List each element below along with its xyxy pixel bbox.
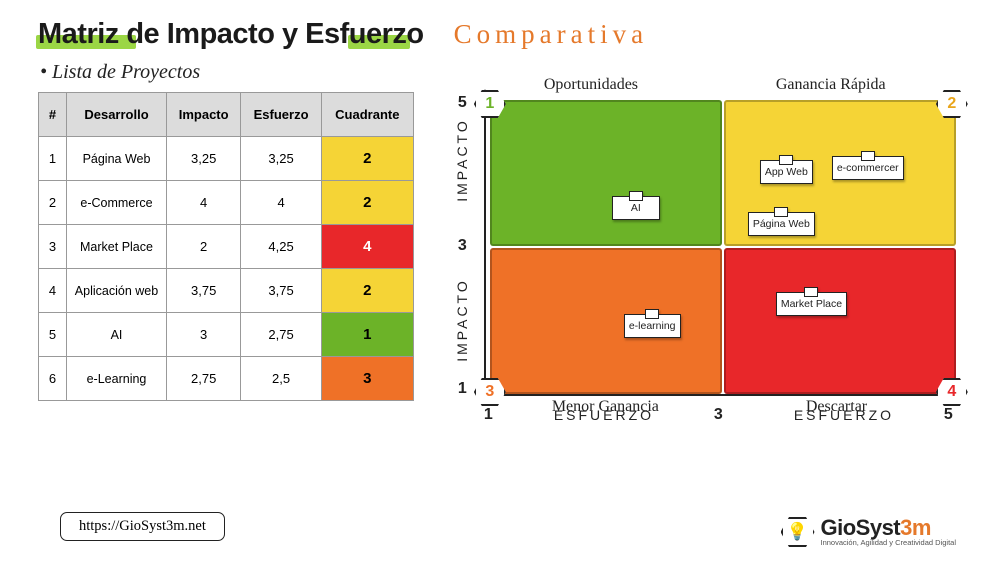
sticky-note: App Web	[760, 160, 813, 184]
quadrant-1	[490, 100, 722, 246]
y-axis-label-lower: IMPACTO	[454, 278, 470, 362]
col-2: Impacto	[167, 93, 241, 137]
cell-cuad: 1	[321, 313, 413, 357]
cell-esf: 2,75	[241, 313, 322, 357]
cell-esf: 3,25	[241, 137, 322, 181]
col-1: Desarrollo	[67, 93, 167, 137]
brand-logo: 💡 GioSyst3m Innovación, Agilidad y Creat…	[781, 517, 957, 547]
cell-esf: 2,5	[241, 357, 322, 401]
table-row: 5AI32,751	[39, 313, 414, 357]
sticky-note: e-commercer	[832, 156, 904, 180]
matrix-grid: 1Oportunidades2Ganancia Rápida3Menor Gan…	[484, 100, 954, 396]
sticky-note: AI	[612, 196, 660, 220]
cell-n: 2	[39, 181, 67, 225]
logo-pre: GioSyst	[821, 515, 901, 540]
cell-imp: 4	[167, 181, 241, 225]
x-axis-label-right: ESFUERZO	[794, 407, 894, 423]
col-0: #	[39, 93, 67, 137]
cell-imp: 3,25	[167, 137, 241, 181]
sticky-note: Página Web	[748, 212, 815, 236]
bulb-icon: 💡	[781, 517, 815, 547]
cell-imp: 2,75	[167, 357, 241, 401]
logo-accent: 3m	[900, 515, 931, 540]
cell-dev: Market Place	[67, 225, 167, 269]
cell-imp: 3,75	[167, 269, 241, 313]
table-row: 3Market Place24,254	[39, 225, 414, 269]
quadrant-4	[724, 248, 956, 394]
cell-cuad: 2	[321, 269, 413, 313]
table-row: 4Aplicación web3,753,752	[39, 269, 414, 313]
cell-n: 1	[39, 137, 67, 181]
x-tick: 1	[484, 406, 493, 424]
table-row: 1Página Web3,253,252	[39, 137, 414, 181]
table-row: 2e-Commerce442	[39, 181, 414, 225]
cell-n: 4	[39, 269, 67, 313]
x-axis: ESFUERZO ESFUERZO 1 3 5	[484, 402, 954, 432]
table-row: 6e-Learning2,752,53	[39, 357, 414, 401]
col-4: Cuadrante	[321, 93, 413, 137]
cell-dev: Aplicación web	[67, 269, 167, 313]
page-title: Matriz de Impacto y Esfuerzo	[38, 18, 424, 51]
logo-text: GioSyst3m Innovación, Agilidad y Creativ…	[821, 517, 957, 547]
subtitle-comparative: Comparativa	[454, 19, 648, 50]
logo-tagline: Innovación, Agilidad y Creatividad Digit…	[821, 539, 957, 547]
cell-esf: 4	[241, 181, 322, 225]
title-text: Matriz de Impacto y Esfuerzo	[38, 18, 424, 50]
cell-n: 3	[39, 225, 67, 269]
projects-table: #DesarrolloImpactoEsfuerzoCuadrante 1Pág…	[38, 92, 414, 401]
cell-cuad: 3	[321, 357, 413, 401]
sticky-note: Market Place	[776, 292, 847, 316]
url-box[interactable]: https://GioSyst3m.net	[60, 512, 225, 541]
y-tick: 5	[458, 94, 467, 112]
cell-cuad: 2	[321, 181, 413, 225]
cell-imp: 3	[167, 313, 241, 357]
cell-n: 6	[39, 357, 67, 401]
cell-dev: AI	[67, 313, 167, 357]
quadrant-label-2: Ganancia Rápida	[776, 76, 886, 94]
col-3: Esfuerzo	[241, 93, 322, 137]
cell-cuad: 2	[321, 137, 413, 181]
content: #DesarrolloImpactoEsfuerzoCuadrante 1Pág…	[0, 92, 998, 462]
cell-cuad: 4	[321, 225, 413, 269]
cell-imp: 2	[167, 225, 241, 269]
cell-n: 5	[39, 313, 67, 357]
cell-esf: 3,75	[241, 269, 322, 313]
x-tick: 5	[944, 406, 953, 424]
y-tick: 1	[458, 380, 467, 398]
header: Matriz de Impacto y Esfuerzo Comparativa	[0, 0, 998, 55]
cell-esf: 4,25	[241, 225, 322, 269]
quadrant-label-1: Oportunidades	[544, 76, 638, 94]
y-axis: IMPACTO IMPACTO 5 3 1	[444, 92, 478, 402]
sticky-note: e-learning	[624, 314, 681, 338]
quadrant-3	[490, 248, 722, 394]
cell-dev: Página Web	[67, 137, 167, 181]
projects-table-wrap: #DesarrolloImpactoEsfuerzoCuadrante 1Pág…	[38, 92, 414, 462]
impact-effort-matrix: IMPACTO IMPACTO 5 3 1 1Oportunidades2Ganan…	[444, 92, 968, 462]
cell-dev: e-Learning	[67, 357, 167, 401]
x-axis-label-left: ESFUERZO	[554, 407, 654, 423]
cell-dev: e-Commerce	[67, 181, 167, 225]
y-tick: 3	[458, 237, 467, 255]
x-tick: 3	[714, 406, 723, 424]
y-axis-label-upper: IMPACTO	[454, 118, 470, 202]
